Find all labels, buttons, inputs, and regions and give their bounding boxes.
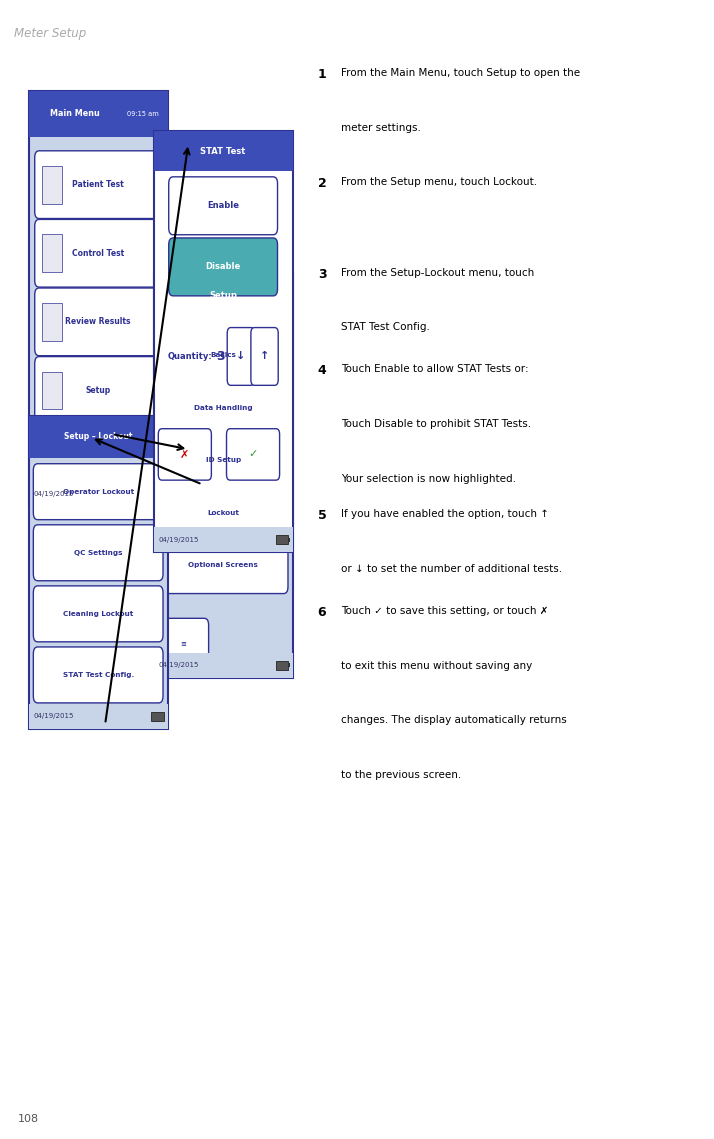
FancyBboxPatch shape: [159, 618, 208, 669]
FancyBboxPatch shape: [29, 416, 168, 458]
Text: Enable: Enable: [207, 202, 239, 211]
Text: STAT Test: STAT Test: [201, 147, 246, 156]
FancyBboxPatch shape: [29, 704, 168, 729]
FancyBboxPatch shape: [164, 714, 165, 719]
Text: to the previous screen.: to the previous screen.: [341, 770, 461, 780]
Text: Optional Screens: Optional Screens: [188, 563, 258, 568]
FancyBboxPatch shape: [169, 177, 278, 235]
FancyBboxPatch shape: [151, 490, 164, 499]
Text: Cleaning Lockout: Cleaning Lockout: [63, 611, 134, 617]
Text: Disable: Disable: [206, 262, 241, 271]
Text: Operator Lockout: Operator Lockout: [63, 489, 134, 494]
Text: STAT Test Config.: STAT Test Config.: [341, 322, 430, 333]
Text: 04/19/2015: 04/19/2015: [34, 491, 74, 498]
Text: ID Setup: ID Setup: [206, 458, 241, 464]
Text: Meter Setup: Meter Setup: [14, 27, 86, 40]
Text: 5: 5: [318, 509, 326, 522]
Text: Touch Enable to allow STAT Tests or:: Touch Enable to allow STAT Tests or:: [341, 364, 529, 375]
Text: ↓: ↓: [236, 352, 246, 361]
Text: 6: 6: [318, 606, 326, 618]
Text: QC Settings: QC Settings: [74, 550, 122, 556]
FancyBboxPatch shape: [159, 379, 288, 436]
FancyBboxPatch shape: [154, 527, 293, 552]
Text: Your selection is now highlighted.: Your selection is now highlighted.: [341, 474, 516, 484]
FancyBboxPatch shape: [42, 303, 62, 341]
Text: changes. The display automatically returns: changes. The display automatically retur…: [341, 715, 567, 726]
FancyBboxPatch shape: [169, 238, 278, 296]
Text: Data Handling: Data Handling: [193, 404, 253, 411]
Text: ↑: ↑: [260, 352, 269, 361]
FancyBboxPatch shape: [35, 288, 161, 355]
FancyBboxPatch shape: [154, 653, 293, 678]
Text: From the Main Menu, touch Setup to open the: From the Main Menu, touch Setup to open …: [341, 68, 580, 79]
Text: Main Menu: Main Menu: [50, 109, 99, 118]
FancyBboxPatch shape: [251, 328, 278, 385]
Text: STAT Test Config.: STAT Test Config.: [63, 672, 134, 678]
FancyBboxPatch shape: [35, 357, 161, 425]
Text: 09:15 am: 09:15 am: [127, 110, 159, 117]
Text: to exit this menu without saving any: to exit this menu without saving any: [341, 661, 533, 671]
FancyBboxPatch shape: [42, 235, 62, 272]
FancyBboxPatch shape: [29, 482, 168, 507]
Text: Setup – Lockout: Setup – Lockout: [64, 433, 132, 442]
FancyBboxPatch shape: [288, 538, 290, 542]
FancyBboxPatch shape: [34, 647, 163, 703]
Text: If you have enabled the option, touch ↑: If you have enabled the option, touch ↑: [341, 509, 549, 519]
FancyBboxPatch shape: [227, 328, 254, 385]
Text: 04/19/2015: 04/19/2015: [159, 536, 199, 543]
FancyBboxPatch shape: [164, 492, 165, 497]
Text: ≡: ≡: [181, 640, 186, 646]
Text: 3: 3: [216, 350, 225, 363]
Text: Control Test: Control Test: [72, 248, 124, 257]
FancyBboxPatch shape: [29, 91, 168, 137]
FancyBboxPatch shape: [34, 525, 163, 581]
Text: 2: 2: [318, 177, 326, 189]
Text: From the Setup menu, touch Lockout.: From the Setup menu, touch Lockout.: [341, 177, 538, 187]
Text: Quantity:: Quantity:: [167, 352, 212, 361]
FancyBboxPatch shape: [42, 166, 62, 204]
Text: Patient Test: Patient Test: [72, 180, 124, 189]
Text: 1: 1: [318, 68, 326, 81]
Text: Touch ✓ to save this setting, or touch ✗: Touch ✓ to save this setting, or touch ✗: [341, 606, 549, 616]
Text: Setup: Setup: [209, 292, 237, 300]
FancyBboxPatch shape: [288, 663, 290, 667]
Text: From the Setup-Lockout menu, touch: From the Setup-Lockout menu, touch: [341, 268, 535, 278]
FancyBboxPatch shape: [159, 538, 288, 593]
Text: 4: 4: [318, 364, 326, 377]
FancyBboxPatch shape: [226, 428, 280, 481]
FancyBboxPatch shape: [159, 428, 211, 481]
FancyBboxPatch shape: [34, 464, 163, 519]
FancyBboxPatch shape: [151, 712, 164, 721]
FancyBboxPatch shape: [35, 220, 161, 287]
FancyBboxPatch shape: [159, 485, 288, 541]
Text: meter settings.: meter settings.: [341, 123, 421, 133]
FancyBboxPatch shape: [34, 585, 163, 641]
Text: Basics: Basics: [210, 352, 236, 359]
FancyBboxPatch shape: [29, 91, 168, 507]
FancyBboxPatch shape: [159, 433, 288, 489]
Text: 3: 3: [318, 268, 326, 280]
FancyBboxPatch shape: [154, 131, 293, 552]
Text: Review Results: Review Results: [66, 318, 131, 327]
FancyBboxPatch shape: [42, 371, 62, 409]
Text: 04/19/2015: 04/19/2015: [159, 662, 199, 669]
Text: 108: 108: [18, 1114, 39, 1124]
Text: Setup: Setup: [86, 386, 111, 395]
Text: Touch Disable to prohibit STAT Tests.: Touch Disable to prohibit STAT Tests.: [341, 419, 531, 429]
FancyBboxPatch shape: [159, 327, 288, 384]
FancyBboxPatch shape: [154, 273, 293, 678]
Text: 04/19/2015: 04/19/2015: [34, 713, 74, 720]
Text: Lockout: Lockout: [207, 510, 239, 516]
FancyBboxPatch shape: [35, 150, 161, 219]
FancyBboxPatch shape: [276, 661, 288, 670]
FancyBboxPatch shape: [29, 416, 168, 729]
FancyBboxPatch shape: [154, 131, 293, 171]
Text: or ↓ to set the number of additional tests.: or ↓ to set the number of additional tes…: [341, 564, 563, 574]
FancyBboxPatch shape: [154, 273, 293, 318]
FancyBboxPatch shape: [276, 535, 288, 544]
Text: ✓: ✓: [248, 450, 258, 459]
Text: ✗: ✗: [180, 450, 189, 459]
